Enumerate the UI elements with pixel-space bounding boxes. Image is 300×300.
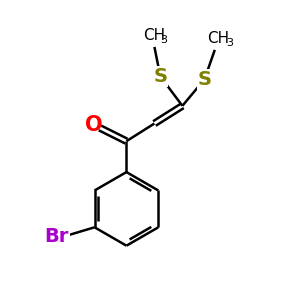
Text: 3: 3 [160,35,167,46]
Text: 3: 3 [226,38,234,48]
Text: CH: CH [143,28,166,43]
Text: Br: Br [45,226,69,246]
Text: CH: CH [207,31,230,46]
Text: S: S [197,70,212,89]
Text: O: O [85,115,102,135]
Text: S: S [153,67,167,86]
